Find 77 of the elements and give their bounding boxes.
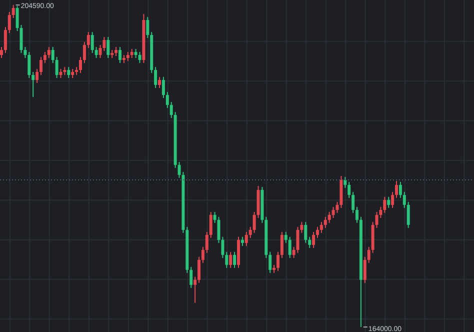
candlestick	[252, 211, 256, 234]
candlestick	[79, 56, 82, 74]
candlestick	[209, 211, 212, 238]
candlestick	[146, 16, 150, 38]
candlestick	[229, 251, 232, 268]
candlestick	[332, 206, 335, 218]
candlestick	[126, 51, 130, 62]
candlestick	[320, 221, 323, 234]
candlestick	[296, 226, 300, 254]
candlestick	[284, 231, 288, 244]
candlestick	[201, 246, 204, 264]
candlestick	[16, 6, 19, 32]
candlestick	[28, 51, 31, 78]
candlestick	[51, 46, 54, 64]
candlestick	[130, 48, 134, 58]
candlestick	[106, 36, 110, 58]
candlestick	[198, 256, 200, 284]
candlestick	[324, 216, 327, 228]
candlestick	[233, 251, 236, 268]
candlestick	[363, 256, 366, 284]
candlestick	[375, 211, 378, 228]
candlestick	[406, 201, 410, 228]
candlestick	[86, 31, 90, 48]
candlestick	[395, 180, 398, 198]
candlestick	[154, 66, 158, 88]
candlestick	[328, 211, 331, 224]
candlestick	[134, 48, 138, 58]
candlestick	[0, 46, 3, 58]
candlestick	[205, 231, 208, 254]
candlestick	[82, 41, 86, 64]
candlestick	[40, 56, 42, 76]
candlestick	[55, 56, 58, 78]
candlestick	[118, 46, 122, 64]
candlestick	[114, 46, 118, 57]
candlestick	[67, 66, 70, 78]
candlestick	[4, 26, 7, 54]
candlestick	[276, 251, 280, 272]
candlestick	[71, 68, 74, 78]
candlestick	[162, 76, 165, 98]
candlestick	[90, 31, 94, 54]
candlestick	[348, 181, 351, 198]
candlestick	[308, 236, 312, 248]
candlestick	[316, 226, 319, 238]
candlestick	[288, 236, 292, 258]
candlestick	[32, 71, 35, 98]
candlestick	[166, 91, 169, 108]
candlestick	[398, 181, 402, 198]
candlestick	[194, 276, 197, 304]
candlestick	[138, 51, 142, 64]
candlestick	[268, 251, 272, 274]
candlestick	[391, 191, 394, 208]
candlestick	[170, 101, 173, 118]
candlestick	[402, 191, 406, 208]
candlestick	[240, 236, 244, 246]
candlestick	[8, 11, 11, 34]
candlestick	[344, 176, 347, 188]
candlestick	[387, 196, 390, 208]
candlestick	[213, 211, 216, 224]
candlestick	[352, 191, 355, 214]
candlestick	[12, 4, 15, 19]
candlestick	[292, 246, 296, 258]
candlestick	[383, 196, 386, 214]
candlestick	[94, 46, 98, 58]
candlestick	[248, 226, 252, 238]
candlestick	[158, 76, 161, 88]
candlestick	[304, 221, 308, 244]
candlestick	[47, 46, 50, 58]
candlestick	[356, 206, 358, 224]
candlestick	[43, 51, 46, 64]
candlestick	[280, 231, 284, 258]
candlestick	[367, 246, 370, 264]
candlestick	[244, 231, 248, 246]
candlestick	[190, 266, 193, 288]
candlestick	[36, 68, 39, 84]
candlestick	[225, 251, 228, 268]
candlestick	[59, 68, 62, 78]
candlestick	[312, 231, 316, 248]
